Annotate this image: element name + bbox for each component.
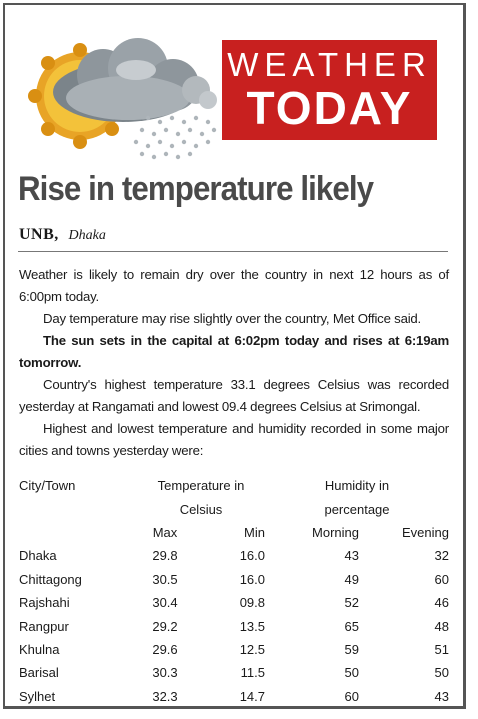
evening-humidity-cell: 48 [434, 618, 449, 634]
rain-icon [133, 115, 217, 160]
city-cell: Rangpur [19, 618, 69, 634]
min-temp-cell: 13.5 [239, 618, 265, 634]
headline: Rise in temperature likely [18, 170, 374, 208]
max-temp-cell: 30.5 [152, 571, 178, 587]
paragraph-extremes: Country's highest temperature 33.1 degre… [19, 377, 449, 414]
max-temp-cell: 29.8 [152, 548, 178, 564]
byline-agency: UNB, [19, 226, 59, 243]
min-temp-cell: 09.8 [239, 595, 265, 611]
evening-humidity-cell: 50 [434, 665, 449, 681]
max-temp-cell: 29.6 [152, 641, 178, 657]
city-cell: Barisal [19, 665, 59, 681]
paragraph-sunset-sunrise: The sun sets in the capital at 6:02pm to… [19, 333, 449, 370]
table-row: Khulna 29.6 12.5 59 51 [19, 638, 449, 661]
empty-cell [19, 521, 137, 544]
byline: UNB, Dhaka [19, 226, 106, 244]
min-temp-cell: 14.7 [239, 688, 265, 704]
weather-today-badge: WEATHER TODAY [222, 40, 437, 140]
max-temp-cell: 32.3 [152, 688, 178, 704]
min-temp-cell: 12.5 [239, 641, 265, 657]
table-row: Rajshahi 30.4 09.8 52 46 [19, 591, 449, 614]
table-row: Rangpur 29.2 13.5 65 48 [19, 614, 449, 637]
paragraph-day-temperature: Day temperature may rise slightly over t… [43, 311, 422, 326]
max-header: Max [152, 524, 178, 540]
paragraph-table-intro: Highest and lowest temperature and humid… [19, 421, 449, 458]
max-temp-cell: 30.4 [152, 595, 178, 611]
evening-humidity-cell: 51 [434, 641, 449, 657]
max-temp-cell: 30.3 [152, 665, 178, 681]
cloud-icon [53, 38, 217, 122]
city-cell: Chittagong [19, 571, 82, 587]
morning-humidity-cell: 43 [344, 548, 359, 564]
table-row: Chittagong 30.5 16.0 49 60 [19, 568, 449, 591]
weather-table: City/Town Temperature in Humidity in Cel… [19, 474, 449, 708]
evening-header: Evening [402, 524, 449, 540]
city-cell: Rajshahi [19, 595, 70, 611]
temperature-header: Temperature in [157, 478, 245, 494]
badge-title-line2: TODAY [246, 82, 413, 134]
max-temp-cell: 29.2 [152, 618, 178, 634]
table-subheader-row: Max Min Morning Evening [19, 521, 449, 544]
table-row: Dhaka 29.8 16.0 43 32 [19, 544, 449, 567]
city-column-header: City/Town [19, 478, 76, 494]
temperature-unit-header: Celsius [179, 501, 223, 517]
humidity-unit-header: percentage [324, 501, 390, 517]
morning-humidity-cell: 65 [344, 618, 359, 634]
evening-humidity-cell: 43 [434, 688, 449, 704]
divider [18, 251, 448, 252]
city-cell: Sylhet [19, 688, 56, 704]
table-header-row-1: City/Town Temperature in Humidity in [19, 474, 449, 497]
byline-city: Dhaka [68, 228, 106, 243]
table-row: Barisal 30.3 11.5 50 50 [19, 661, 449, 684]
city-cell: Dhaka [19, 548, 57, 564]
evening-humidity-cell: 32 [434, 548, 449, 564]
badge-title-line1: WEATHER [227, 46, 432, 83]
article-frame [3, 3, 466, 709]
morning-humidity-cell: 52 [344, 595, 359, 611]
min-temp-cell: 16.0 [239, 548, 265, 564]
evening-humidity-cell: 46 [434, 595, 449, 611]
morning-header: Morning [312, 524, 359, 540]
morning-humidity-cell: 50 [344, 665, 359, 681]
min-header: Min [244, 524, 265, 540]
city-cell: Khulna [19, 641, 60, 657]
morning-humidity-cell: 59 [344, 641, 359, 657]
min-temp-cell: 16.0 [239, 571, 265, 587]
table-header-row-2: Celsius percentage [19, 497, 449, 520]
table-row: Sylhet 32.3 14.7 60 43 [19, 685, 449, 708]
min-temp-cell: 11.5 [240, 665, 265, 681]
humidity-header: Humidity in [324, 478, 390, 494]
empty-cell [19, 497, 137, 520]
paragraph-forecast: Weather is likely to remain dry over the… [19, 267, 449, 304]
evening-humidity-cell: 60 [434, 571, 449, 587]
article-body: Weather is likely to remain dry over the… [19, 264, 449, 462]
morning-humidity-cell: 49 [344, 571, 359, 587]
morning-humidity-cell: 60 [344, 688, 359, 704]
weather-illustration [28, 38, 217, 160]
